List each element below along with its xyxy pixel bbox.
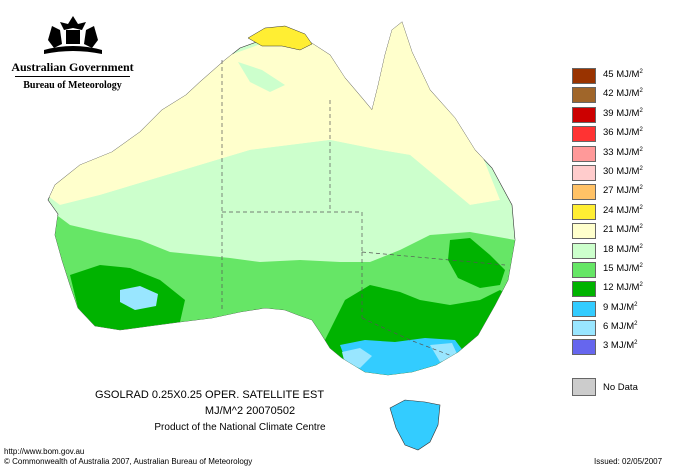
legend-item: 30 MJ/M2: [570, 163, 670, 182]
legend-swatch: [572, 203, 596, 220]
legend-label: 15 MJ/M2: [603, 263, 643, 274]
legend-label-text: 6 MJ/M: [603, 321, 635, 333]
legend-item-no-data: No Data: [570, 377, 670, 399]
legend-label: 39 MJ/M2: [603, 108, 643, 119]
product-credit: Product of the National Climate Centre: [154, 422, 326, 433]
legend-swatch: [572, 145, 596, 162]
legend-label-text: 24 MJ/M: [603, 204, 640, 216]
legend-label: 36 MJ/M2: [603, 127, 643, 138]
legend-label: 18 MJ/M2: [603, 244, 643, 255]
legend-label-superscript: 2: [634, 340, 638, 347]
copyright: © Commonwealth of Australia 2007, Austra…: [4, 457, 253, 466]
zone-21-north: [48, 22, 500, 205]
zone-18-kimberley: [238, 62, 285, 92]
legend-item: 18 MJ/M2: [570, 241, 670, 260]
bom-url[interactable]: http://www.bom.gov.au: [4, 447, 85, 456]
zone-12-east-coast: [448, 238, 505, 288]
legend-label-superscript: 2: [639, 204, 643, 211]
zone-24-top-end: [247, 25, 313, 51]
legend-item: 15 MJ/M2: [570, 260, 670, 279]
legend-label-text: 9 MJ/M: [603, 301, 635, 313]
product-units-date: MJ/M^2 20070502: [204, 405, 296, 417]
legend-label-superscript: 2: [639, 165, 643, 172]
legend-swatch: [572, 126, 596, 143]
legend-swatch: [572, 339, 596, 356]
legend-label-text: 18 MJ/M: [603, 243, 640, 255]
legend-item: 45 MJ/M2: [570, 66, 670, 85]
legend-item: 39 MJ/M2: [570, 105, 670, 124]
legend-label: 12 MJ/M2: [603, 282, 643, 293]
legend-label-text: 30 MJ/M: [603, 166, 640, 178]
legend-label-text: 36 MJ/M: [603, 127, 640, 139]
legend-swatch: [572, 164, 596, 181]
legend-label-superscript: 2: [639, 282, 643, 289]
legend-swatch: [572, 281, 596, 298]
legend-label-text: 27 MJ/M: [603, 185, 640, 197]
legend-swatch: [572, 320, 596, 337]
legend-item: 21 MJ/M2: [570, 221, 670, 240]
legend-label-text: 21 MJ/M: [603, 224, 640, 236]
tasmania: [389, 399, 441, 451]
legend-item: 27 MJ/M2: [570, 182, 670, 201]
legend-label: 30 MJ/M2: [603, 166, 643, 177]
legend-label-superscript: 2: [639, 69, 643, 75]
legend-label-superscript: 2: [639, 146, 643, 153]
logo-divider: [15, 76, 130, 77]
legend-label: 33 MJ/M2: [603, 147, 643, 158]
government-logo: Australian Government Bureau of Meteorol…: [10, 12, 135, 92]
legend-swatch: [572, 300, 596, 317]
legend-label-no-data: No Data: [603, 382, 638, 393]
legend-label-superscript: 2: [639, 88, 643, 95]
legend-label: 24 MJ/M2: [603, 205, 643, 216]
legend-label-superscript: 2: [639, 262, 643, 269]
bureau-name: Bureau of Meteorology: [23, 80, 122, 91]
legend: 45 MJ/M2 42 MJ/M2 39 MJ/M2 36 MJ/M2 33 MJ/M2…: [570, 66, 670, 357]
legend-label-text: 42 MJ/M: [603, 88, 640, 100]
legend-label-text: 39 MJ/M: [603, 107, 640, 119]
legend-label: 21 MJ/M2: [603, 224, 643, 235]
legend-label-text: 3 MJ/M: [603, 340, 635, 352]
legend-label: 3 MJ/M2: [603, 340, 637, 351]
legend-label-text: 15 MJ/M: [603, 263, 640, 275]
legend-item: 33 MJ/M2: [570, 144, 670, 163]
legend-label-superscript: 2: [639, 127, 643, 134]
legend-label-superscript: 2: [639, 224, 643, 231]
legend-label: 6 MJ/M2: [603, 321, 637, 332]
legend-label-superscript: 2: [639, 243, 643, 250]
legend-swatch: [572, 106, 596, 123]
legend-item: 12 MJ/M2: [570, 279, 670, 298]
legend-label-superscript: 2: [639, 107, 643, 114]
legend-label-text: 12 MJ/M: [603, 282, 640, 294]
legend-swatch: [572, 87, 596, 104]
legend-label-text: 45 MJ/M: [603, 69, 640, 81]
legend-label: 9 MJ/M2: [603, 302, 637, 313]
issued-date: Issued: 02/05/2007: [594, 457, 663, 466]
legend-swatch: [572, 261, 596, 278]
state-borders: [221, 60, 506, 357]
product-title: GSOLRAD 0.25X0.25 OPER. SATELLITE EST: [95, 389, 325, 401]
legend-swatch: [572, 242, 596, 259]
zone-6-southwest: [120, 286, 158, 310]
legend-item: 9 MJ/M2: [570, 299, 670, 318]
legend-item: 42 MJ/M2: [570, 85, 670, 104]
legend-item: 24 MJ/M2: [570, 202, 670, 221]
legend-label: 42 MJ/M2: [603, 88, 643, 99]
legend-swatch: [572, 184, 596, 201]
legend-item: 36 MJ/M2: [570, 124, 670, 143]
legend-label: 27 MJ/M2: [603, 185, 643, 196]
legend-item: 6 MJ/M2: [570, 318, 670, 337]
legend-swatch-no-data: [572, 378, 596, 396]
legend-label: 45 MJ/M2: [603, 69, 643, 80]
coat-of-arms-icon: [43, 16, 102, 54]
legend-label-superscript: 2: [639, 185, 643, 192]
legend-label-superscript: 2: [634, 301, 638, 308]
zone-18-central: [60, 140, 515, 262]
legend-swatch: [572, 68, 596, 84]
legend-label-text: 33 MJ/M: [603, 146, 640, 158]
legend-item: 3 MJ/M2: [570, 337, 670, 356]
legend-swatch: [572, 223, 596, 240]
government-name: Australian Government: [11, 60, 134, 74]
legend-label-superscript: 2: [634, 321, 638, 328]
